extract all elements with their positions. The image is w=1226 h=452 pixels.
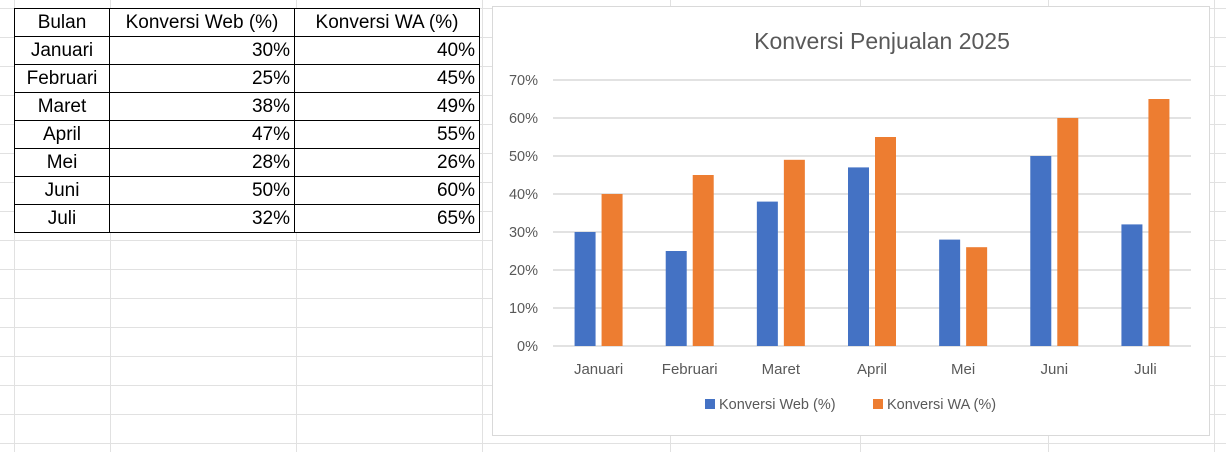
y-tick-label: 20% (509, 263, 538, 279)
cell-wa[interactable]: 55% (294, 120, 480, 149)
cell-month[interactable]: Maret (14, 92, 110, 121)
bar-chart: Konversi Penjualan 2025 0% 10% 20% 30% 40% 50%… (509, 28, 1191, 413)
cell-web[interactable]: 38% (109, 92, 295, 121)
cell-month[interactable]: Mei (14, 148, 110, 177)
cell-web[interactable]: 47% (109, 120, 295, 149)
y-tick-label: 60% (509, 111, 538, 127)
x-tick-label: Juli (1134, 361, 1157, 378)
legend-swatch (705, 399, 715, 409)
bar-web (939, 239, 961, 346)
cell-month[interactable]: April (14, 120, 110, 149)
bar-web (1030, 156, 1052, 346)
cell-month[interactable]: Juli (14, 204, 110, 233)
legend-label: Konversi WA (%) (887, 397, 996, 413)
cell-web[interactable]: 25% (109, 64, 295, 93)
table-row: Januari 30% 40% (14, 36, 480, 65)
x-tick-label: Maret (762, 361, 801, 378)
cell-web[interactable]: 28% (109, 148, 295, 177)
bar-wa (966, 247, 988, 346)
bar-wa (1148, 99, 1170, 346)
bar-wa (875, 137, 896, 346)
y-tick-label: 0% (517, 339, 538, 355)
cell-month[interactable]: Januari (14, 36, 110, 65)
y-tick-label: 50% (509, 149, 538, 165)
cell-wa[interactable]: 65% (294, 204, 480, 233)
cell-web[interactable]: 32% (109, 204, 295, 233)
bar-wa (601, 194, 623, 346)
sheet-row-line (0, 443, 1226, 444)
cell-wa[interactable]: 49% (294, 92, 480, 121)
legend-label: Konversi Web (%) (719, 397, 836, 413)
chart-title: Konversi Penjualan 2025 (754, 28, 1010, 54)
table-row: April 47% 55% (14, 120, 480, 149)
bar-web (665, 251, 687, 346)
cell-web[interactable]: 50% (109, 176, 295, 205)
bar-wa (692, 175, 714, 346)
bar-wa (783, 159, 805, 346)
table-row: Februari 25% 45% (14, 64, 480, 93)
legend-swatch (873, 399, 883, 409)
x-tick-label: Mei (951, 361, 975, 378)
cell-web[interactable]: 30% (109, 36, 295, 65)
bar-web (574, 232, 596, 346)
y-tick-label: 30% (509, 225, 538, 241)
bar-web (848, 167, 869, 346)
x-tick-label: Januari (574, 361, 623, 378)
table-row: Juni 50% 60% (14, 176, 480, 205)
x-tick-label: Juni (1041, 361, 1069, 378)
y-tick-label: 70% (509, 73, 538, 89)
x-tick-label: April (857, 361, 887, 378)
data-table: Bulan Konversi Web (%) Konversi WA (%) J… (14, 8, 480, 233)
sheet-column-line (1214, 0, 1215, 452)
table-row: Maret 38% 49% (14, 92, 480, 121)
cell-wa[interactable]: 45% (294, 64, 480, 93)
table-header-row: Bulan Konversi Web (%) Konversi WA (%) (14, 8, 480, 37)
bar-web (756, 201, 778, 346)
table-row: Mei 28% 26% (14, 148, 480, 177)
bar-web (1121, 224, 1143, 346)
header-konversi-web[interactable]: Konversi Web (%) (109, 8, 295, 37)
chart-container[interactable]: Konversi Penjualan 2025 0% 10% 20% 30% 40% 50%… (492, 6, 1210, 436)
header-bulan[interactable]: Bulan (14, 8, 110, 37)
bar-wa (1057, 118, 1079, 346)
header-konversi-wa[interactable]: Konversi WA (%) (294, 8, 480, 37)
cell-wa[interactable]: 60% (294, 176, 480, 205)
y-tick-label: 40% (509, 187, 538, 203)
cell-wa[interactable]: 26% (294, 148, 480, 177)
y-tick-label: 10% (509, 301, 538, 317)
sheet-column-line (482, 0, 483, 452)
x-tick-label: Februari (662, 361, 718, 378)
cell-wa[interactable]: 40% (294, 36, 480, 65)
table-row: Juli 32% 65% (14, 204, 480, 233)
cell-month[interactable]: Juni (14, 176, 110, 205)
cell-month[interactable]: Februari (14, 64, 110, 93)
